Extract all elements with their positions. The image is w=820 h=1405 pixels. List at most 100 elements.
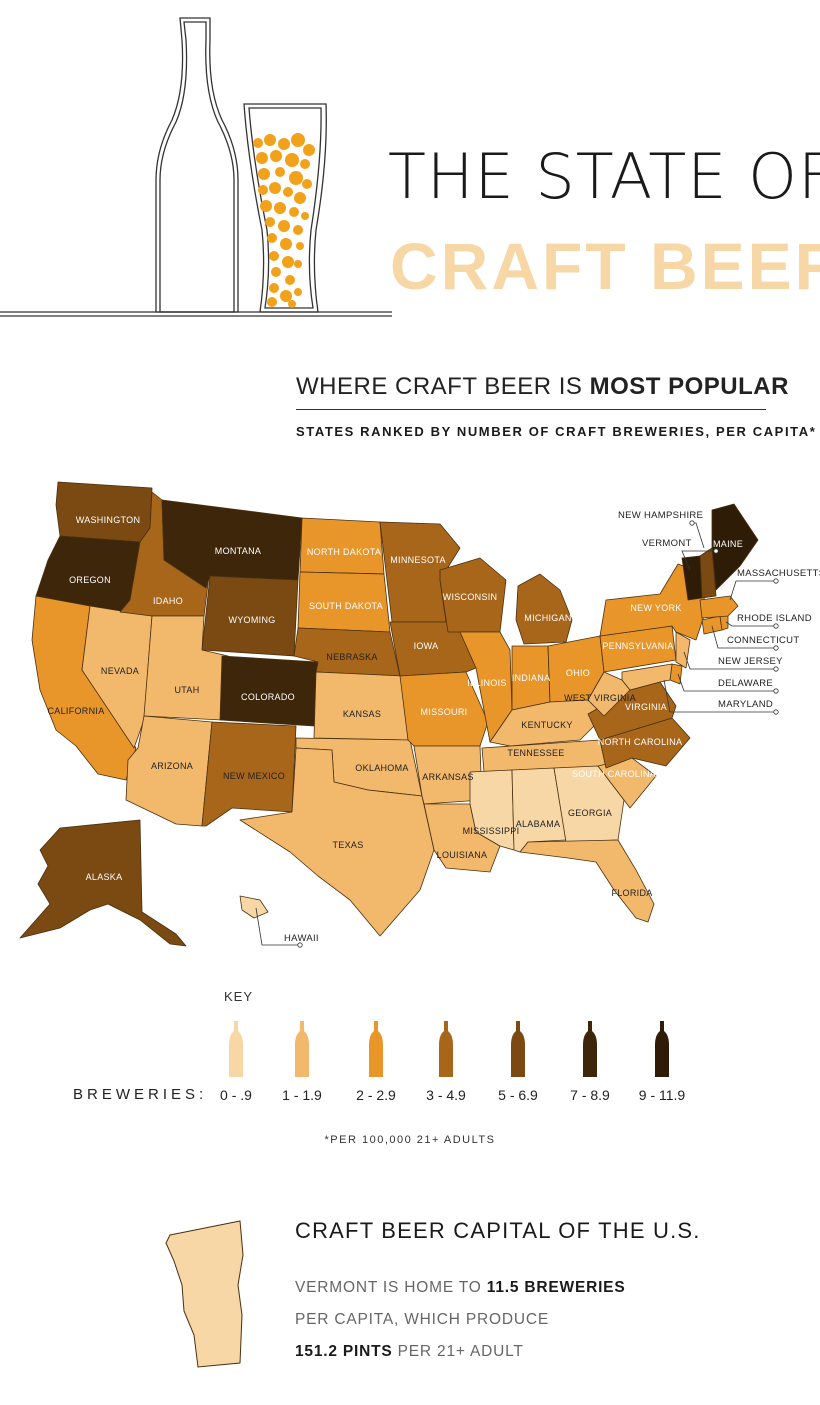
state-kansas [313, 671, 409, 741]
bubble [289, 171, 303, 185]
bubble [264, 134, 276, 146]
callout-line-maryland [663, 679, 776, 713]
bubble [283, 187, 293, 197]
key-bottle-icon-1 [295, 1021, 309, 1077]
bubble [285, 153, 299, 167]
bubble [278, 220, 290, 232]
bubble [293, 225, 303, 235]
state-south-dakota [297, 571, 391, 633]
state-connecticut [701, 615, 723, 635]
state-wyoming [201, 575, 299, 657]
capital-title: CRAFT BEER CAPITAL OF THE U.S. [295, 1218, 701, 1243]
page-title-line2: CRAFT BEER [390, 229, 820, 303]
capital-line-3: 151.2 PINTS PER 21+ ADULT [295, 1343, 524, 1361]
key-bottle-icon-2 [369, 1021, 383, 1077]
state-florida [519, 839, 655, 923]
callout-dot [773, 623, 779, 629]
bubble [260, 200, 272, 212]
key-range-label: 2 - 2.9 [356, 1087, 396, 1103]
capital-line-2: PER CAPITA, WHICH PRODUCE [295, 1311, 549, 1328]
callout-line-new-jersey [683, 651, 776, 670]
state-massachusetts [699, 595, 739, 619]
state-georgia [553, 765, 625, 843]
bubble [278, 138, 290, 150]
footnote: *PER 100,000 21+ ADULTS [324, 1134, 496, 1146]
key-range-label: 9 - 11.9 [638, 1087, 686, 1103]
key-bottle-icon-3 [439, 1021, 453, 1077]
page-title-line1: THE STATE OF [388, 140, 820, 213]
state-maine [711, 503, 759, 591]
bubble [267, 297, 277, 307]
bubble [294, 192, 306, 204]
bubble [280, 238, 292, 250]
bubble [258, 185, 268, 195]
key-breweries-label: BREWERIES: [73, 1086, 208, 1103]
callout-line-connecticut [711, 625, 776, 649]
bubble [271, 267, 281, 277]
bubble [291, 133, 305, 147]
vermont-shape-icon [165, 1220, 244, 1368]
bubble [294, 288, 302, 296]
bubble [288, 300, 296, 308]
bubble [301, 212, 309, 220]
heading-divider [296, 409, 766, 410]
bubble [258, 168, 270, 180]
bubble [269, 182, 281, 194]
bubble [289, 207, 299, 217]
bubble [282, 256, 294, 268]
bubble [265, 217, 275, 227]
bubble [303, 144, 315, 156]
bubble [296, 242, 304, 250]
key-range-label: 7 - 8.9 [570, 1087, 610, 1103]
bubble [267, 233, 277, 243]
callout-dot [773, 645, 779, 651]
bubble [285, 275, 295, 285]
key-bottle-icon-5 [583, 1021, 597, 1077]
callout-line-hawaii [255, 907, 300, 946]
capital-line-1-text: VERMONT IS HOME TO [295, 1279, 487, 1296]
bubble [270, 150, 282, 162]
state-north-dakota [299, 517, 385, 575]
callout-dot [297, 942, 303, 948]
bubble [300, 159, 310, 169]
state-indiana [511, 645, 551, 711]
state-colorado [219, 655, 319, 727]
bubble [294, 260, 302, 268]
key-bottle-icon-6 [655, 1021, 669, 1077]
key-title: KEY [224, 989, 254, 1004]
section-subheading: STATES RANKED BY NUMBER OF CRAFT BREWERI… [296, 424, 817, 439]
state-washington [55, 481, 153, 543]
callout-line-delaware [677, 673, 776, 692]
callout-dot [773, 578, 779, 584]
callout-line-new-hampshire [692, 522, 705, 549]
capital-line-3-text: PER 21+ ADULT [392, 1343, 524, 1360]
bubble [269, 251, 279, 261]
bubble [269, 283, 279, 293]
state-new-mexico [201, 721, 297, 827]
section-heading-pre: WHERE CRAFT BEER IS [296, 373, 590, 400]
key-range-label: 3 - 4.9 [426, 1087, 466, 1103]
bubble [256, 152, 268, 164]
state-wisconsin [439, 557, 507, 633]
bottle-outline-icon [155, 17, 239, 313]
state-alaska [19, 819, 187, 947]
key-bottle-icons [229, 1021, 669, 1077]
state-texas [239, 747, 435, 937]
section-heading-bold: MOST POPULAR [589, 373, 789, 400]
capital-pints-value: 151.2 PINTS [295, 1343, 393, 1360]
bubble [253, 138, 263, 148]
callout-dot [689, 520, 695, 526]
state-michigan [515, 573, 573, 645]
capital-line-1: VERMONT IS HOME TO 11.5 BREWERIES [295, 1279, 625, 1297]
callout-dot [773, 666, 779, 672]
callout-line-rhode-island [725, 621, 776, 627]
state-maryland [621, 663, 673, 691]
callout-dot [773, 709, 779, 715]
state-new-york [599, 563, 707, 641]
state-missouri [399, 671, 489, 747]
key-range-label: 0 - .9 [220, 1087, 252, 1103]
bubble [302, 179, 312, 189]
key-bottle-icon-4 [511, 1021, 525, 1077]
callout-line-vermont [681, 550, 716, 571]
bubble [280, 290, 292, 302]
